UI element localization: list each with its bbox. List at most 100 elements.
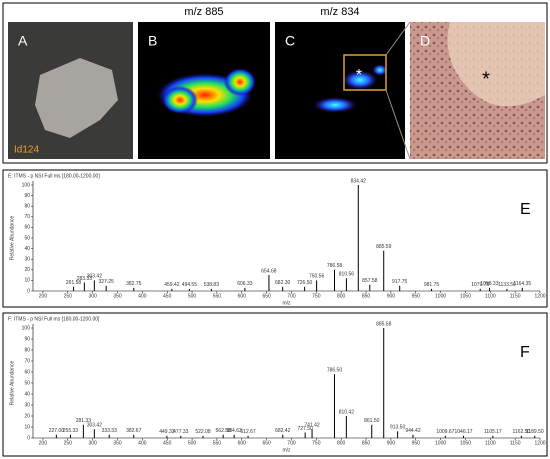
peak-label: 303.42 xyxy=(87,274,103,280)
y-tick-label: 30 xyxy=(24,257,30,263)
panel-letter: F xyxy=(520,344,530,361)
x-tick-label: 750 xyxy=(312,293,321,299)
peak-label: 477.33 xyxy=(173,429,189,435)
y-tick-label: 90 xyxy=(24,336,30,342)
peak-label: 303.42 xyxy=(87,423,103,429)
y-tick-label: 80 xyxy=(24,204,30,210)
marker: * xyxy=(356,67,362,84)
x-tick-label: 250 xyxy=(64,293,73,299)
x-tick-label: 400 xyxy=(138,293,147,299)
x-tick-label: 400 xyxy=(138,440,147,446)
x-tick-label: 900 xyxy=(387,440,396,446)
peak-label: 612.67 xyxy=(240,429,256,435)
peak-label: 981.75 xyxy=(424,282,440,288)
x-tick-label: 1100 xyxy=(485,440,496,446)
x-tick-label: 950 xyxy=(412,440,421,446)
spectrum-header: E: ITMS - p NSI Full ms [180.00-1200.00] xyxy=(8,173,100,179)
peak-label: 786.50 xyxy=(327,368,343,374)
peak-label: 913.50 xyxy=(390,425,406,431)
peak-label: 562.58 xyxy=(216,428,232,434)
peak-label: 459.42 xyxy=(164,282,180,288)
x-tick-label: 1200 xyxy=(534,293,545,299)
x-tick-label: 1150 xyxy=(510,440,521,446)
peak-label: 538.83 xyxy=(204,282,220,288)
y-tick-label: 100 xyxy=(22,325,31,331)
x-tick-label: 200 xyxy=(39,293,48,299)
peak-label: 1162.50 xyxy=(513,429,531,435)
peak-label: 857.58 xyxy=(362,278,378,284)
y-tick-label: 60 xyxy=(24,225,30,231)
peak-label: 727.50 xyxy=(297,426,313,432)
ion-signal xyxy=(342,70,378,90)
tissue-region xyxy=(447,22,545,107)
top-frame xyxy=(2,2,548,164)
x-tick-label: 350 xyxy=(113,293,122,299)
x-tick-label: 350 xyxy=(113,440,122,446)
x-tick-label: 800 xyxy=(337,293,346,299)
peak-label: 1105.17 xyxy=(484,429,502,435)
peak-label: 606.33 xyxy=(237,281,253,287)
x-tick-label: 1050 xyxy=(460,440,471,446)
x-tick-label: 550 xyxy=(213,440,222,446)
y-tick-label: 10 xyxy=(24,278,30,284)
ion-signal xyxy=(313,97,357,113)
x-tick-label: 750 xyxy=(312,440,321,446)
y-tick-label: 30 xyxy=(24,402,30,408)
peak-label: 494.55 xyxy=(182,282,198,288)
peak-label: 1133.50 xyxy=(498,282,516,288)
x-tick-label: 1050 xyxy=(460,293,471,299)
x-tick-label: 700 xyxy=(287,440,296,446)
peak-label: 741.42 xyxy=(304,423,320,429)
x-tick-label: 1000 xyxy=(435,440,446,446)
panel-label: B xyxy=(148,33,157,49)
zoom-box xyxy=(343,54,387,91)
peak-label: 227.00 xyxy=(49,428,65,434)
x-tick-label: 850 xyxy=(362,440,371,446)
x-tick-label: 500 xyxy=(188,440,197,446)
peak-label: 885.59 xyxy=(376,244,392,250)
y-tick-label: 20 xyxy=(24,413,30,419)
x-tick-label: 1000 xyxy=(435,293,446,299)
sample-id: Id124 xyxy=(14,145,39,156)
spectrum-header: F: ITMS - p NSI Full ms [180.00-1200.00] xyxy=(8,316,100,322)
peak-label: 861.50 xyxy=(364,418,380,424)
y-tick-label: 50 xyxy=(24,235,30,241)
x-tick-label: 650 xyxy=(262,293,271,299)
peak-label: 654.68 xyxy=(261,268,277,274)
y-tick-label: 0 xyxy=(27,288,30,294)
panel-label: D xyxy=(420,33,430,49)
peak-label: 261.58 xyxy=(66,280,82,286)
x-tick-label: 550 xyxy=(213,293,222,299)
ion-title: m/z 834 xyxy=(320,6,359,18)
y-tick-label: 50 xyxy=(24,380,30,386)
peak-label: 750.56 xyxy=(309,274,325,280)
peak-label: 333.33 xyxy=(102,428,118,434)
panel-letter: E xyxy=(520,201,531,218)
x-tick-label: 900 xyxy=(387,293,396,299)
peak-label: 1098.33 xyxy=(480,281,498,287)
x-tick-label: 600 xyxy=(238,293,247,299)
spectrum-frame xyxy=(2,169,548,308)
y-tick-label: 80 xyxy=(24,347,30,353)
x-tick-label: 950 xyxy=(412,293,421,299)
panel-label: C xyxy=(285,33,295,49)
peak-label: 327.25 xyxy=(99,279,115,285)
zoom-line xyxy=(385,89,411,160)
x-tick-label: 1200 xyxy=(534,440,545,446)
y-tick-label: 20 xyxy=(24,267,30,273)
x-tick-label: 600 xyxy=(238,440,247,446)
x-tick-label: 800 xyxy=(337,440,346,446)
y-tick-label: 60 xyxy=(24,369,30,375)
peak-label: 885.58 xyxy=(376,321,392,327)
ion-signal xyxy=(224,68,256,96)
x-tick-label: 450 xyxy=(163,293,172,299)
peak-label: 834.42 xyxy=(351,178,367,184)
marker: * xyxy=(482,68,490,90)
x-axis-label: m/z xyxy=(282,447,291,453)
peak-label: 1164.35 xyxy=(513,281,531,287)
spectrum-frame xyxy=(2,312,548,457)
y-axis-label: Relative Abundance xyxy=(9,361,15,406)
peak-label: 449.33 xyxy=(159,429,175,435)
y-tick-label: 70 xyxy=(24,358,30,364)
